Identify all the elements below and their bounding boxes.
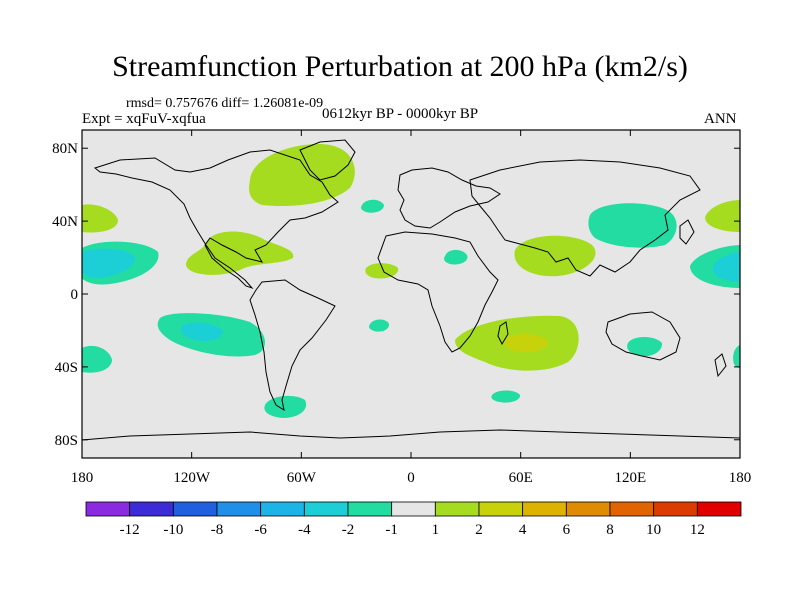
coast-north-america (93, 149, 339, 290)
colorbar-label: -12 (120, 522, 140, 538)
colorbar-label: -4 (298, 522, 311, 538)
colorbar-swatch (172, 501, 218, 517)
coast-europe (397, 167, 501, 229)
anomaly-caribbean (186, 231, 294, 275)
coast-japan (679, 219, 695, 245)
anomaly-indian-ocean-core (504, 334, 549, 353)
colorbar-label: -1 (385, 522, 398, 538)
coast-africa (377, 231, 499, 353)
colorbar-label: 6 (563, 522, 571, 538)
anomaly-azores (361, 199, 384, 213)
anomaly-australia-east (627, 337, 663, 357)
colorbar-swatch (391, 501, 436, 517)
anomaly-tasman (733, 345, 740, 368)
map-title: Streamfunction Perturbation at 200 hPa (… (112, 50, 688, 83)
colorbar-label: 10 (646, 522, 661, 538)
lon-tick-label: 120E (614, 470, 646, 486)
anomaly-south-pacific-west (82, 345, 112, 373)
anomaly-southern-indian (491, 390, 521, 403)
lon-tick-label: 120W (173, 470, 211, 486)
anomaly-central-pacific-core (82, 248, 136, 278)
colorbar-swatch (129, 501, 174, 517)
contour-layer (82, 144, 740, 418)
anomaly-south-atlantic (369, 319, 390, 332)
anomaly-arabia-india (514, 235, 596, 277)
season-text: ANN (704, 111, 737, 127)
coast-madagascar (497, 321, 509, 346)
anomaly-east-asia (588, 203, 677, 248)
colorbar-label: -8 (211, 522, 224, 538)
anomaly-pacific-north-edge (82, 204, 118, 233)
colorbar-label: 2 (475, 522, 483, 538)
coast-antarctica (82, 429, 740, 441)
lat-tick-label: 80S (55, 433, 78, 449)
colorbar-label: 12 (690, 522, 705, 538)
coastlines (82, 139, 740, 441)
colorbar-label: 1 (432, 522, 440, 538)
coast-asia (469, 159, 701, 277)
colorbar-swatch (303, 501, 349, 517)
lon-tick-label: 180 (729, 470, 752, 486)
coast-south-america (249, 279, 336, 412)
colorbar-swatch (216, 501, 262, 517)
experiment-text: Expt = xqFuV-xqfua (82, 111, 206, 127)
anomaly-south-pacific-core (180, 322, 223, 341)
map-background (82, 130, 740, 458)
axis-ticks: 180 120W 60W 0 60E 120E 180 80N 40N 0 40S 80S (52, 130, 751, 486)
colorbar-swatch (609, 501, 655, 517)
colorbar-swatch (478, 501, 524, 517)
colorbar-swatch (696, 501, 742, 517)
anomaly-pacific-northeast-edge (705, 200, 740, 232)
colorbar-label: -6 (254, 522, 267, 538)
coast-new-zealand (714, 353, 727, 378)
lon-tick-label: 0 (407, 470, 415, 486)
colorbar-swatch (260, 501, 305, 517)
colorbar-swatch (434, 501, 480, 517)
coast-australia (605, 311, 681, 361)
stats-text: rmsd= 0.757676 diff= 1.26081e-09 (126, 96, 324, 111)
lon-tick-label: 60E (509, 470, 533, 486)
anomaly-north-africa (444, 249, 468, 265)
lat-tick-label: 0 (71, 287, 79, 303)
anomaly-tropical-atlantic (365, 263, 399, 279)
colorbar-label: 4 (519, 522, 527, 538)
lat-tick-label: 40S (55, 360, 78, 376)
colorbar-swatch (347, 501, 393, 517)
colorbar-swatch (85, 501, 131, 517)
colorbar: -12 -10 -8 -6 -4 -2 -1 1 2 4 6 8 10 12 (85, 501, 742, 538)
lat-tick-label: 80N (52, 141, 78, 157)
lat-tick-label: 40N (52, 214, 78, 230)
colorbar-swatch (653, 501, 698, 517)
period-text: 0612kyr BP - 0000kyr BP (322, 106, 479, 122)
colorbar-swatch (565, 501, 611, 517)
anomaly-west-pacific-core (712, 252, 740, 282)
lon-tick-label: 60W (287, 470, 317, 486)
anomaly-north-atlantic-canada (249, 144, 355, 207)
colorbar-label: 8 (606, 522, 614, 538)
coast-greenland (299, 139, 356, 181)
colorbar-swatch (522, 501, 567, 517)
lon-tick-label: 180 (71, 470, 94, 486)
colorbar-label: -2 (342, 522, 355, 538)
colorbar-label: -10 (163, 522, 183, 538)
